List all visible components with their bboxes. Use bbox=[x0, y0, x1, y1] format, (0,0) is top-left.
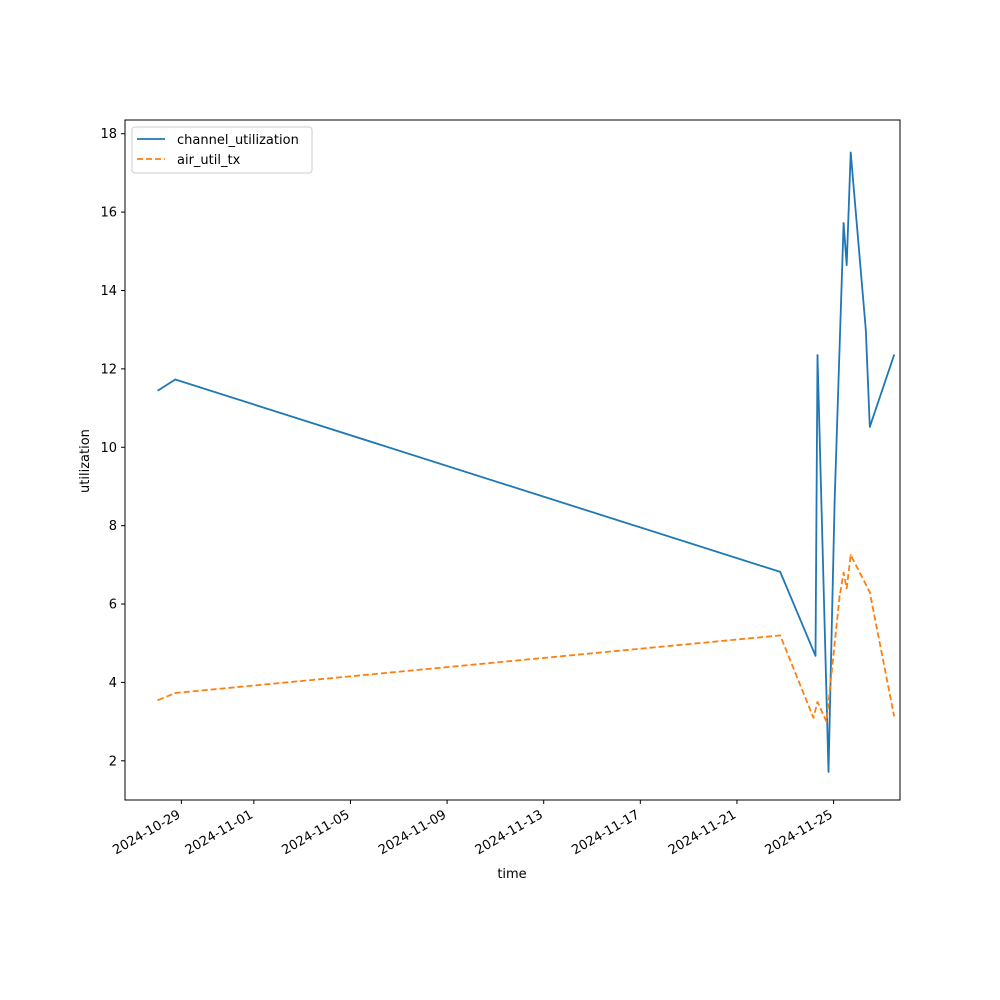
legend-box bbox=[131, 126, 313, 174]
data-point-channel-utilization-4 bbox=[816, 354, 819, 357]
data-point-air-util-tx-3 bbox=[812, 716, 815, 719]
y-tick-label: 2 bbox=[109, 754, 117, 769]
data-point-air-util-tx-7 bbox=[842, 571, 845, 574]
plot-frame bbox=[124, 119, 901, 801]
data-point-air-util-tx-8 bbox=[845, 587, 848, 590]
data-point-air-util-tx-2 bbox=[779, 634, 782, 637]
y-tick-label: 10 bbox=[100, 441, 117, 456]
y-tick-label: 8 bbox=[109, 519, 117, 534]
y-tick-label: 12 bbox=[100, 362, 117, 377]
data-point-air-util-tx-9 bbox=[849, 554, 852, 556]
data-point-channel-utilization-7 bbox=[842, 222, 845, 224]
data-point-air-util-tx-11 bbox=[868, 591, 871, 594]
data-point-channel-utilization-3 bbox=[814, 654, 817, 657]
y-axis-title: utilization bbox=[78, 429, 93, 493]
data-point-channel-utilization-6 bbox=[833, 501, 836, 504]
data-point-channel-utilization-9 bbox=[849, 151, 852, 154]
plot-area bbox=[125, 120, 900, 800]
legend: channel_utilization air_util_tx bbox=[131, 126, 313, 174]
data-point-channel-utilization-1 bbox=[174, 378, 177, 381]
data-point-air-util-tx-4 bbox=[816, 701, 819, 703]
data-point-channel-utilization-0 bbox=[157, 389, 160, 392]
data-point-channel-utilization-5 bbox=[827, 770, 830, 773]
legend-label-air-util-tx: air_util_tx bbox=[177, 153, 241, 168]
data-point-channel-utilization-12 bbox=[893, 354, 895, 357]
data-point-air-util-tx-12 bbox=[893, 714, 895, 717]
legend-label-channel-utilization: channel_utilization bbox=[177, 133, 299, 148]
y-tick-label: 18 bbox=[100, 127, 117, 142]
y-tick-label: 16 bbox=[100, 206, 117, 221]
data-point-air-util-tx-10 bbox=[864, 583, 867, 586]
y-tick-label: 6 bbox=[109, 598, 117, 613]
series-layer bbox=[157, 151, 895, 773]
data-point-air-util-tx-1 bbox=[174, 692, 177, 694]
y-axis: 2 4 6 8 10 12 14 16 18 bbox=[100, 127, 125, 769]
data-point-channel-utilization-11 bbox=[868, 425, 871, 428]
data-point-channel-utilization-2 bbox=[779, 570, 782, 573]
data-point-air-util-tx-6 bbox=[838, 595, 841, 598]
data-point-air-util-tx-5 bbox=[825, 720, 828, 723]
y-tick-label: 14 bbox=[100, 284, 117, 299]
x-axis-title: time bbox=[497, 867, 526, 882]
y-tick-label: 4 bbox=[109, 676, 117, 691]
data-point-channel-utilization-10 bbox=[864, 328, 867, 331]
data-point-channel-utilization-8 bbox=[845, 264, 848, 266]
data-point-air-util-tx-0 bbox=[157, 699, 160, 701]
